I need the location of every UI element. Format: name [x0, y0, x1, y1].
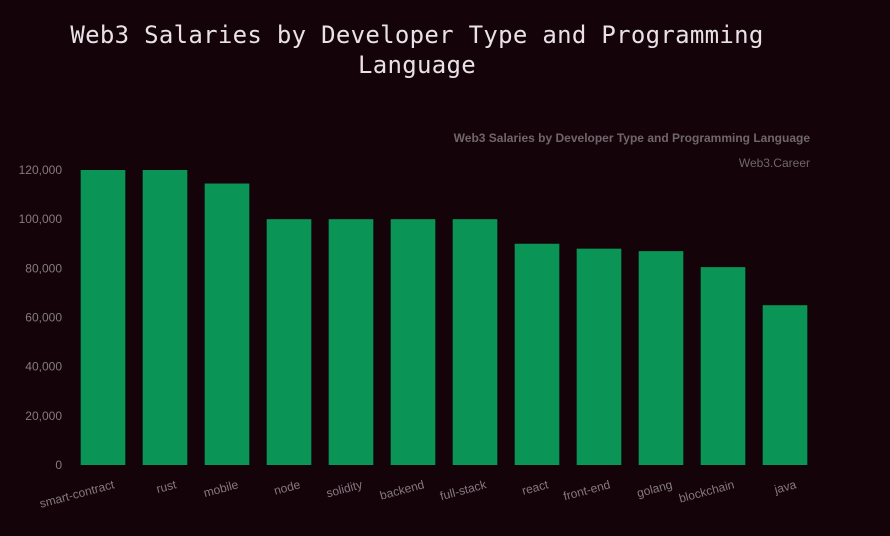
- x-tick-label: node: [272, 477, 302, 498]
- bar-full-stack[interactable]: [452, 219, 498, 465]
- bar-solidity[interactable]: [328, 219, 374, 465]
- bar-blockchain[interactable]: [700, 267, 746, 465]
- bar-java[interactable]: [762, 305, 808, 465]
- y-tick-label: 0: [55, 458, 62, 472]
- y-tick-label: 20,000: [25, 409, 62, 423]
- x-tick-label: blockchain: [677, 477, 735, 505]
- x-tick-label: java: [772, 477, 798, 497]
- bar-mobile[interactable]: [204, 183, 250, 466]
- y-tick-label: 60,000: [25, 311, 62, 325]
- chart-subtitle: Web3.Career: [739, 156, 810, 170]
- x-tick-label: rust: [155, 477, 179, 496]
- x-tick-label: full-stack: [438, 477, 488, 503]
- x-tick-label: smart-contract: [38, 477, 116, 511]
- bar-backend[interactable]: [390, 219, 436, 465]
- bar-rust[interactable]: [142, 170, 188, 465]
- chart-title: Web3 Salaries by Developer Type and Prog…: [454, 131, 811, 145]
- bars: [80, 170, 808, 466]
- bar-node[interactable]: [266, 219, 312, 465]
- bar-smart-contract[interactable]: [80, 170, 126, 465]
- page-title-line-1: Web3 Salaries by Developer Type and Prog…: [70, 21, 764, 49]
- x-tick-label: golang: [635, 477, 673, 500]
- y-tick-label: 100,000: [19, 212, 63, 226]
- page-title-line-2: Language: [358, 51, 476, 79]
- bar-react[interactable]: [514, 243, 560, 465]
- y-tick-label: 80,000: [25, 261, 62, 275]
- y-tick-label: 40,000: [25, 360, 62, 374]
- x-tick-label: react: [520, 477, 550, 498]
- x-tick-label: front-end: [562, 477, 612, 503]
- bar-golang[interactable]: [638, 251, 684, 465]
- x-tick-label: backend: [378, 477, 425, 502]
- y-tick-label: 120,000: [19, 163, 63, 177]
- x-tick-label: mobile: [202, 477, 240, 500]
- x-axis: smart-contract rust mobile node solidity back…: [38, 477, 798, 511]
- x-tick-label: solidity: [325, 477, 364, 500]
- y-axis: 0 20,000 40,000 60,000 80,000 100,000 120,000: [19, 163, 63, 472]
- page-title: Web3 Salaries by Developer Type and Prog…: [0, 20, 834, 80]
- bar-front-end[interactable]: [576, 248, 622, 465]
